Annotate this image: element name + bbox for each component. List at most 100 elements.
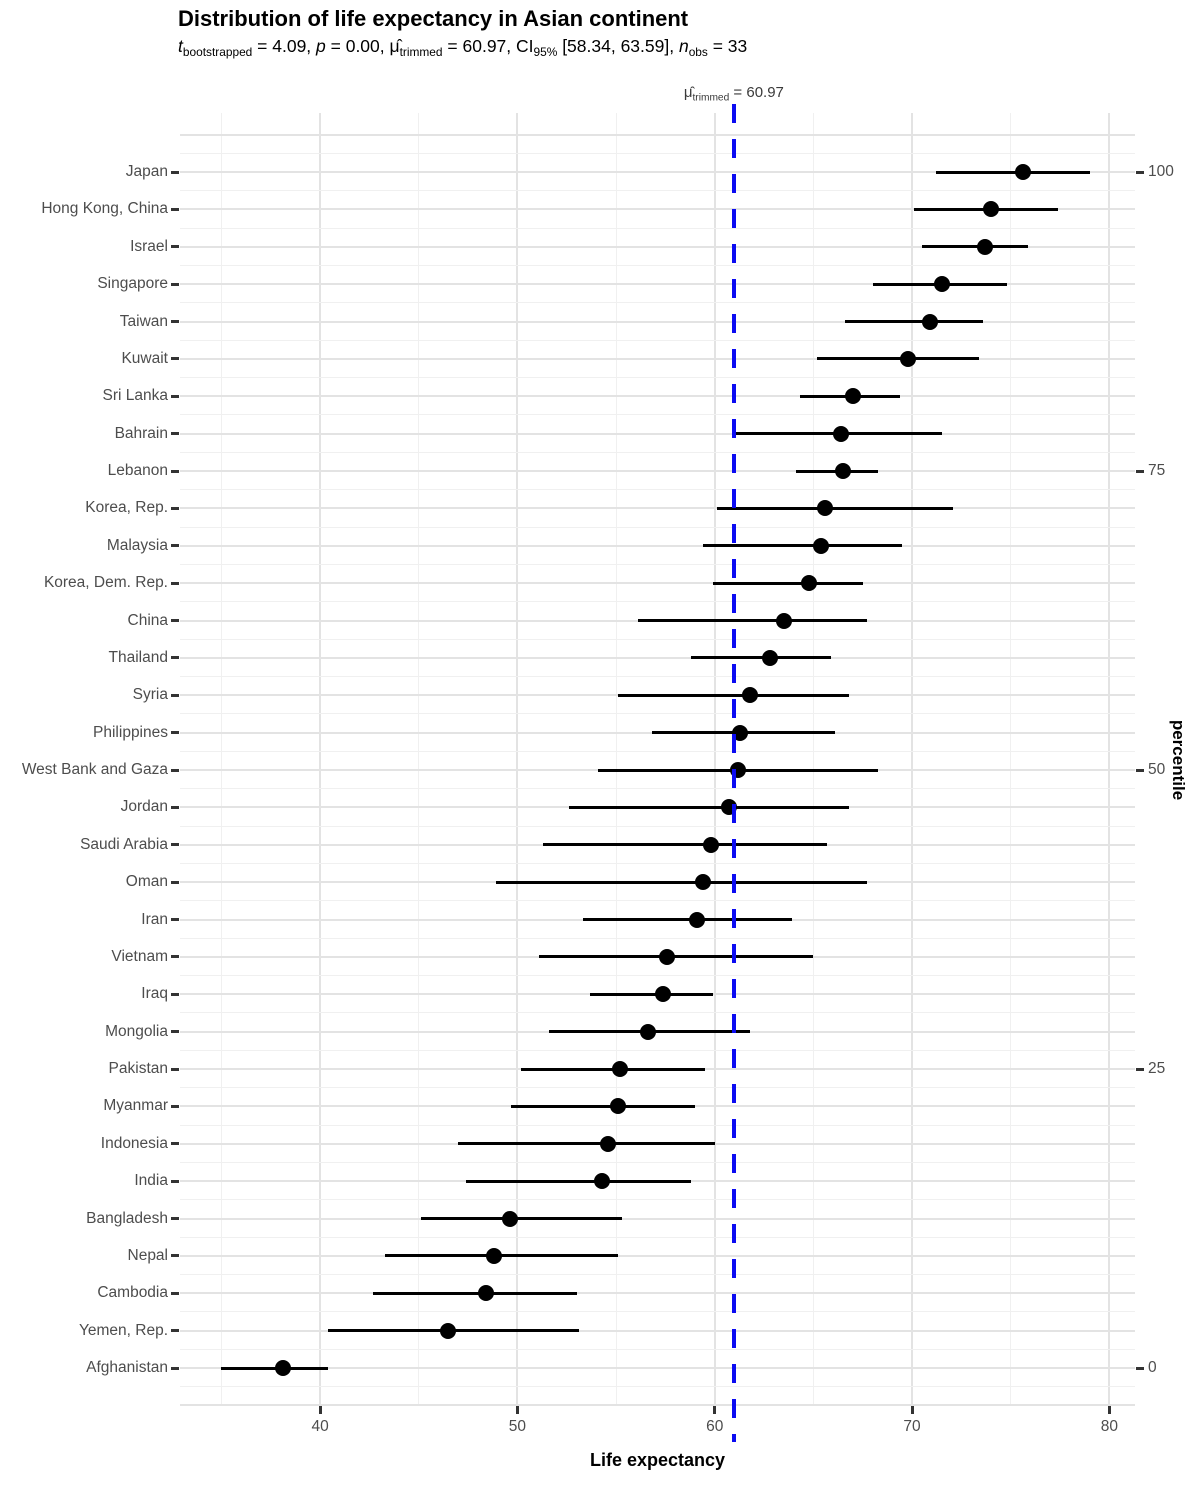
country-label: Korea, Rep. [85, 499, 168, 517]
x-tick-mark [910, 1406, 914, 1414]
gridline-y-minor [180, 862, 1135, 864]
data-point [775, 612, 792, 629]
data-point [844, 388, 861, 405]
percentile-tick-mark [1136, 768, 1144, 772]
y-tick-mark [171, 1067, 179, 1071]
percentile-tick-label: 100 [1148, 163, 1174, 180]
gridline-y-minor [180, 788, 1135, 790]
gridline-y-major [180, 544, 1135, 547]
gridline-y-minor [180, 1049, 1135, 1051]
country-label: Lebanon [107, 462, 168, 479]
y-tick-mark [171, 1142, 179, 1146]
ci-error-bar [543, 843, 828, 847]
country-label: Taiwan [119, 312, 168, 330]
gridline-y-minor [180, 1348, 1135, 1350]
y-tick-mark [171, 282, 179, 286]
country-label: Iran [141, 910, 168, 928]
gridline-y-major [180, 357, 1135, 360]
gridline-y-minor [180, 1161, 1135, 1163]
ci-error-bar [420, 1217, 622, 1220]
country-label: Sri Lanka [102, 387, 168, 405]
ci-error-bar [539, 955, 814, 959]
x-tick-label: 60 [706, 1418, 724, 1435]
gridline-x-minor [220, 113, 222, 1406]
data-point [817, 500, 834, 517]
trimmed-mean-reference-line [731, 104, 736, 1442]
subtitle-part: = 0.00, [325, 36, 390, 56]
data-point [801, 575, 818, 592]
percentile-tick-mark [1136, 469, 1144, 473]
data-point [813, 537, 830, 554]
percentile-tick-mark [1136, 1366, 1144, 1370]
y-tick-mark [171, 245, 179, 249]
percentile-tick-label: 25 [1148, 1060, 1166, 1077]
subtitle-part: 95% [533, 44, 558, 59]
country-label: Bahrain [114, 424, 168, 442]
gridline-y-minor [180, 1311, 1135, 1313]
gridline-y-major [180, 171, 1135, 173]
gridline-y-major [180, 1217, 1135, 1220]
ci-error-bar [935, 170, 1090, 174]
subtitle-part: t [178, 36, 183, 56]
gridline-x-major [911, 113, 914, 1406]
country-label: West Bank and Gaza [21, 761, 168, 778]
gridline-y-minor [180, 676, 1135, 678]
country-label: Hong Kong, China [41, 200, 168, 218]
gridline-y-minor [180, 900, 1135, 902]
y-tick-mark [171, 619, 179, 622]
x-tick-label: 70 [903, 1418, 921, 1435]
gridline-y-minor [180, 1199, 1135, 1201]
y-tick-mark [171, 693, 179, 697]
data-point [900, 350, 917, 367]
x-tick-mark [515, 1406, 519, 1414]
plot-panel [180, 113, 1135, 1406]
country-label: China [127, 611, 169, 629]
gridline-y-major [180, 208, 1135, 211]
gridline-y-minor [180, 1274, 1135, 1276]
data-point [702, 836, 719, 853]
gridline-y-minor [180, 152, 1135, 154]
x-tick-label: 40 [311, 1418, 329, 1435]
subtitle-part: trimmed [399, 44, 443, 59]
data-point [732, 724, 749, 741]
data-point [688, 911, 705, 928]
gridline-y-major [180, 432, 1135, 435]
gridline-y-major [180, 1329, 1135, 1332]
percentile-tick-label: 0 [1148, 1359, 1157, 1376]
data-point [477, 1285, 494, 1302]
y-tick-mark [171, 469, 179, 473]
gridline-y-minor [180, 1124, 1135, 1126]
ci-error-bar [712, 581, 863, 585]
ci-error-bar [511, 1104, 695, 1108]
data-point [600, 1135, 617, 1152]
subtitle-part: bootstrapped [182, 44, 253, 59]
ci-error-bar [817, 357, 980, 361]
data-point [610, 1098, 627, 1115]
ci-error-bar [582, 918, 792, 921]
subtitle-part: obs [688, 44, 708, 59]
x-tick-label: 80 [1100, 1418, 1118, 1435]
x-tick-mark [318, 1406, 322, 1414]
ci-error-bar [458, 1142, 715, 1146]
gridline-y-minor [180, 489, 1135, 491]
ci-error-bar [590, 992, 713, 996]
annotation-part: μ̂ [683, 84, 693, 101]
gridline-y-major [180, 1292, 1135, 1295]
country-label: Korea, Dem. Rep. [43, 574, 168, 592]
country-label: Cambodia [97, 1284, 168, 1302]
country-label: Saudi Arabia [80, 835, 168, 853]
country-label: Malaysia [106, 536, 168, 554]
x-axis-title: Life expectancy [589, 1450, 726, 1470]
gridline-y-minor [180, 264, 1135, 266]
data-point [982, 201, 999, 218]
country-label: Afghanistan [86, 1359, 168, 1376]
data-point [933, 276, 950, 293]
ci-error-bar [702, 544, 903, 548]
y-tick-mark [171, 1366, 179, 1370]
country-label: Iraq [141, 985, 168, 1003]
x-tick-mark [1107, 1406, 1111, 1414]
chart-subtitle: tbootstrapped = 4.09, p = 0.00, μ̂trimme… [178, 36, 747, 59]
y-tick-mark [171, 432, 179, 436]
gridline-y-major [180, 1404, 1135, 1406]
gridline-x-major [516, 113, 519, 1406]
